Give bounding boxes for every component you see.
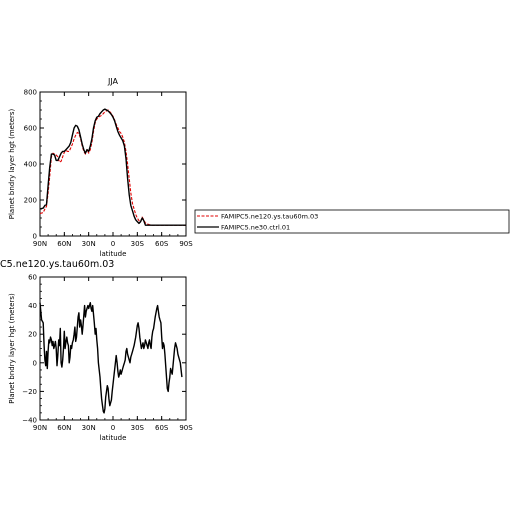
plot-frame [39, 91, 187, 237]
x-tick-label: 60S [155, 424, 169, 432]
x-tick-label: 60S [155, 240, 169, 248]
chart-title: JJA [107, 77, 119, 86]
legend-entry: FAMIPC5.ne30.ctrl.01 [221, 224, 290, 232]
y-tick-label: 800 [24, 89, 37, 97]
y-tick-label: 60 [28, 274, 37, 282]
series-line-1 [39, 109, 186, 226]
x-axis-label: latitude [100, 250, 127, 258]
y-tick-label: 400 [24, 161, 37, 169]
series-line-2 [39, 108, 186, 226]
x-tick-label: 90N [33, 424, 47, 432]
x-tick-label: 90S [179, 240, 193, 248]
legend-box [194, 209, 510, 234]
y-tick-label: 0 [33, 359, 37, 367]
x-tick-label: 0 [111, 424, 115, 432]
y-tick-label: 20 [28, 331, 37, 339]
y-tick-label: 0 [33, 233, 37, 241]
y-tick-label: 200 [24, 197, 37, 205]
chart-title: C5.ne120.ys.tau60m.03 [0, 259, 114, 270]
x-tick-label: 30S [131, 424, 145, 432]
chart-panel-2: C5.ne120.ys.tau60m.03 90N 60N 30N 0 30S 60S 90S… [0, 259, 193, 442]
y-tick-label: 600 [24, 125, 37, 133]
legend: FAMIPC5.ne120.ys.tau60m.03 FAMIPC5.ne30.c… [194, 209, 510, 234]
x-tick-label: 0 [111, 240, 115, 248]
x-tick-label: 60N [57, 424, 71, 432]
y-tick-label: 40 [28, 302, 37, 310]
y-tick-label: −40 [22, 417, 37, 425]
y-axis-label: Planet bndry layer hgt (meters) [8, 108, 16, 219]
y-axis-label: Planet bndry layer hgt (meters) [8, 293, 16, 404]
x-axis-label: latitude [100, 434, 127, 442]
x-tick-label: 30S [131, 240, 145, 248]
chart-panel-1: JJA 90N 60N 30N 0 30S 60S 90S 0 200 400 600 800 latit… [8, 77, 510, 258]
series-line-1 [39, 302, 183, 414]
x-tick-label: 90N [33, 240, 47, 248]
x-tick-label: 30N [82, 240, 96, 248]
legend-entry: FAMIPC5.ne120.ys.tau60m.03 [221, 213, 318, 221]
y-tick-label: −20 [22, 388, 37, 396]
x-tick-label: 90S [179, 424, 193, 432]
x-tick-label: 30N [82, 424, 96, 432]
x-tick-label: 60N [57, 240, 71, 248]
